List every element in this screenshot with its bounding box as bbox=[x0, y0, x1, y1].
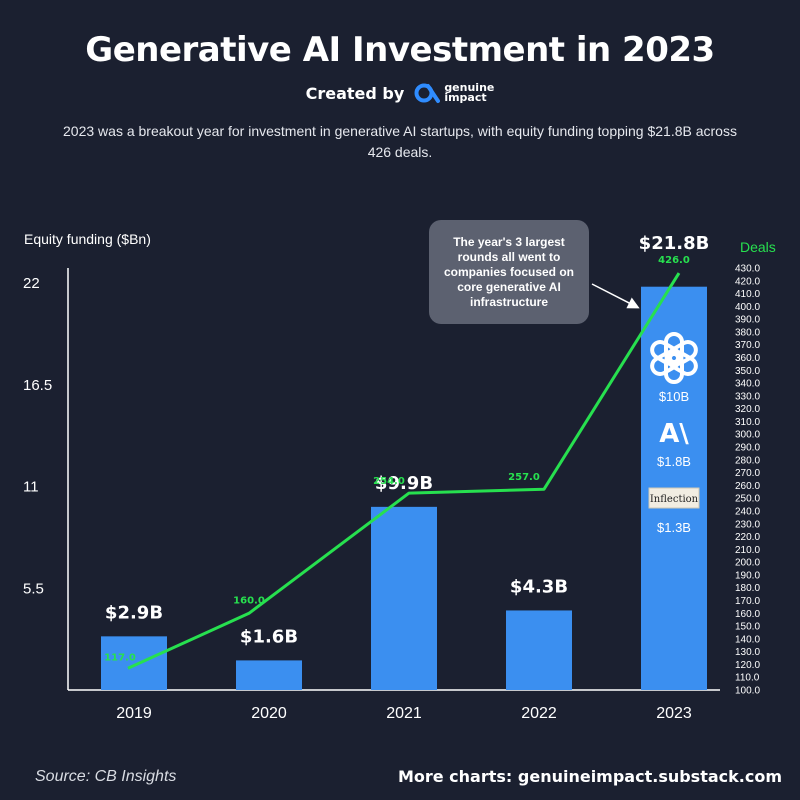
inflection-logo-badge bbox=[648, 487, 700, 509]
y2-tick-label: 380.0 bbox=[735, 327, 760, 338]
y2-tick-label: 270.0 bbox=[735, 468, 760, 479]
y2-axis-title: Deals bbox=[740, 239, 776, 255]
breakdown-amount-label: $1.3B bbox=[657, 520, 691, 535]
y2-tick-label: 220.0 bbox=[735, 532, 760, 543]
y2-tick-label: 180.0 bbox=[735, 583, 760, 594]
x-tick-label: 2021 bbox=[386, 705, 422, 722]
y2-tick-label: 210.0 bbox=[735, 545, 760, 556]
bar bbox=[236, 660, 302, 690]
y2-tick-label: 120.0 bbox=[735, 660, 760, 671]
y2-tick-label: 360.0 bbox=[735, 353, 760, 364]
anthropic-logo-icon: A\ bbox=[659, 419, 689, 449]
genuine-impact-logo: genuine impact bbox=[414, 82, 494, 104]
byline: Created by genuine impact bbox=[0, 82, 800, 104]
deals-value-label: 426.0 bbox=[658, 255, 690, 266]
deals-value-label: 257.0 bbox=[508, 472, 540, 483]
y-tick-label: 11 bbox=[23, 479, 39, 496]
y2-tick-label: 200.0 bbox=[735, 558, 760, 569]
callout-arrow bbox=[591, 283, 640, 309]
y2-tick-label: 370.0 bbox=[735, 340, 760, 351]
y2-tick-label: 190.0 bbox=[735, 570, 760, 581]
chart: Equity funding ($Bn) 5.5 11 16.5 22 Deals 100.… bbox=[23, 231, 776, 722]
y2-tick-label: 330.0 bbox=[735, 391, 760, 402]
created-by-label: Created by bbox=[305, 83, 405, 103]
y2-tick-label: 130.0 bbox=[735, 647, 760, 658]
x-tick-label: 2019 bbox=[116, 705, 152, 722]
x-tick-label: 2023 bbox=[656, 705, 692, 722]
y2-tick-label: 310.0 bbox=[735, 417, 760, 428]
y2-tick-label: 340.0 bbox=[735, 379, 760, 390]
source-note: Source: CB Insights bbox=[35, 768, 177, 785]
bar bbox=[506, 610, 572, 690]
logo-text-line1: genuine bbox=[444, 81, 495, 94]
inflection-logo-icon: Inflection bbox=[650, 494, 699, 505]
y2-tick-label: 390.0 bbox=[735, 315, 760, 326]
deals-value-label: 117.0 bbox=[104, 652, 136, 663]
y-tick-label: 16.5 bbox=[23, 377, 52, 394]
y2-tick-label: 400.0 bbox=[735, 302, 760, 313]
genuine-impact-logo-icon bbox=[414, 83, 441, 103]
y2-tick-label: 150.0 bbox=[735, 622, 760, 633]
callout-box: The year's 3 largest rounds all went to … bbox=[429, 220, 589, 324]
y2-tick-label: 420.0 bbox=[735, 276, 760, 287]
y2-tick-label: 430.0 bbox=[735, 264, 760, 275]
y2-tick-label: 320.0 bbox=[735, 404, 760, 415]
deals-value-label: 254.0 bbox=[373, 476, 405, 487]
openai-logo-petal bbox=[650, 340, 681, 366]
deals-line bbox=[127, 272, 681, 670]
bar-value-label: $21.8B bbox=[639, 233, 710, 254]
page-title: Generative AI Investment in 2023 bbox=[85, 30, 715, 70]
y2-tick-label: 100.0 bbox=[735, 686, 760, 697]
y2-tick-label: 300.0 bbox=[735, 430, 760, 441]
y-tick-label: 5.5 bbox=[23, 580, 44, 597]
more-charts-link[interactable]: More charts: genuineimpact.substack.com bbox=[397, 767, 782, 786]
breakdown-amount-label: $10B bbox=[659, 389, 689, 404]
bar-value-label: $9.9B bbox=[375, 473, 433, 494]
y2-tick-label: 260.0 bbox=[735, 481, 760, 492]
y-tick-label: 22 bbox=[23, 275, 40, 292]
bar-value-label: $1.6B bbox=[240, 626, 298, 647]
bar bbox=[371, 506, 437, 690]
y2-tick-label: 240.0 bbox=[735, 506, 760, 517]
bar-value-label: $4.3B bbox=[510, 576, 568, 597]
y2-tick-label: 140.0 bbox=[735, 634, 760, 645]
subtitle: 2023 was a breakout year for investment … bbox=[63, 123, 737, 160]
logo-text-line2: impact bbox=[444, 91, 487, 104]
y2-tick-label: 410.0 bbox=[735, 289, 760, 300]
y2-tick-label: 160.0 bbox=[735, 609, 760, 620]
bar-value-label: $2.9B bbox=[105, 602, 163, 623]
breakdown-amount-label: $1.8B bbox=[657, 454, 691, 469]
y2-tick-label: 280.0 bbox=[735, 455, 760, 466]
x-tick-label: 2022 bbox=[521, 705, 557, 722]
y2-tick-label: 110.0 bbox=[735, 673, 760, 684]
openai-logo-icon bbox=[650, 332, 698, 384]
y2-tick-label: 170.0 bbox=[735, 596, 760, 607]
y2-tick-label: 350.0 bbox=[735, 366, 760, 377]
y2-tick-label: 290.0 bbox=[735, 443, 760, 454]
deals-value-label: 160.0 bbox=[233, 595, 265, 606]
y2-tick-label: 250.0 bbox=[735, 494, 760, 505]
y-axis-title: Equity funding ($Bn) bbox=[24, 231, 151, 247]
y2-tick-label: 230.0 bbox=[735, 519, 760, 530]
x-tick-label: 2020 bbox=[251, 705, 287, 722]
bar bbox=[101, 636, 167, 690]
